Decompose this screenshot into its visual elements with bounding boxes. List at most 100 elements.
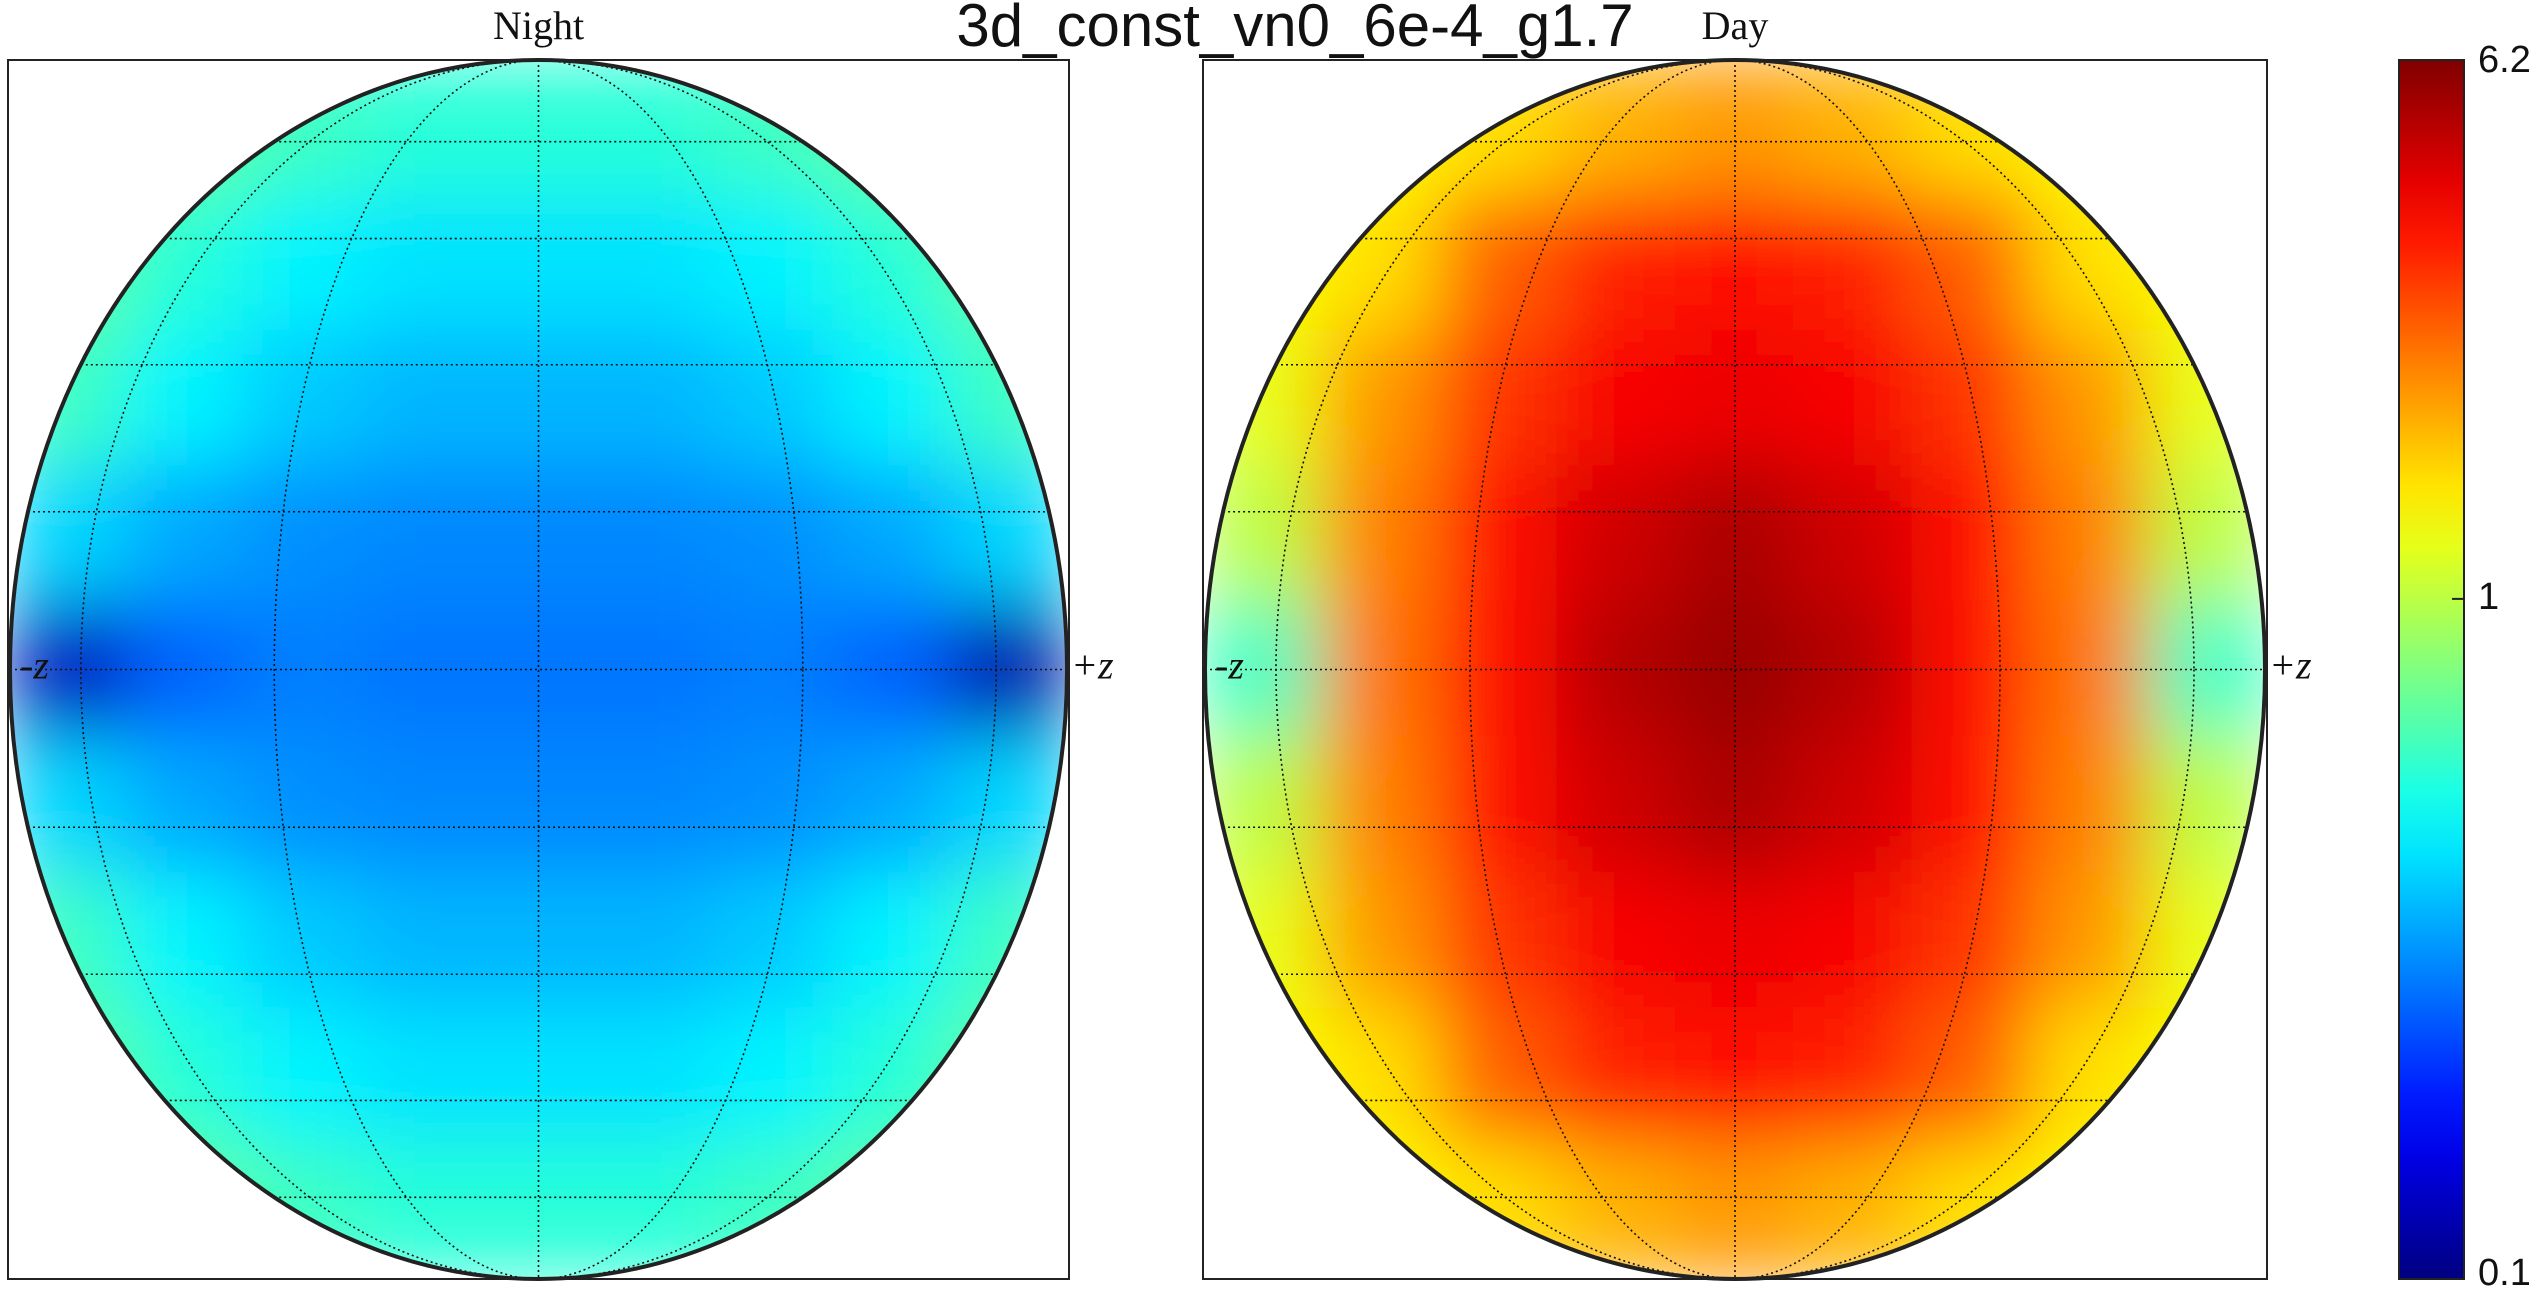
heat-cell	[1556, 329, 1677, 468]
heat-cell	[1674, 60, 1796, 197]
heat-cell	[242, 60, 363, 197]
heat-cell	[1438, 194, 1559, 332]
axis-label: +z	[2269, 643, 2312, 688]
axis-label: +z	[1071, 643, 1114, 688]
heat-cell	[1205, 600, 1323, 739]
heat-cell	[1205, 1142, 1323, 1279]
heat-cell	[596, 736, 717, 874]
heat-cell	[1556, 465, 1677, 603]
heat-cell	[832, 329, 953, 468]
heat-cell	[1205, 60, 1323, 197]
heat-cell	[714, 871, 835, 1010]
heat-cell	[596, 1007, 717, 1145]
heat-cell	[124, 736, 245, 874]
heat-cell	[1793, 1142, 1914, 1279]
heat-cell	[714, 1142, 835, 1279]
heat-cell	[2029, 736, 2150, 874]
heat-cell	[2029, 465, 2150, 603]
heat-cell	[1911, 194, 2032, 332]
heat-cell	[1556, 736, 1677, 874]
axis-label: -z	[1215, 643, 1244, 688]
heat-cell	[1438, 1007, 1559, 1145]
colorbar-tick-label: 1	[2478, 576, 2499, 618]
heat-cell	[1674, 194, 1796, 332]
heat-cell	[596, 60, 717, 197]
heat-cell	[1911, 736, 2032, 874]
heat-cell	[714, 60, 835, 197]
heat-cell	[242, 736, 363, 874]
heat-cell	[1793, 465, 1914, 603]
heat-cell	[1320, 736, 1441, 874]
heat-cell	[1438, 60, 1559, 197]
panel-title: Night	[493, 3, 584, 48]
heat-cell	[242, 600, 363, 739]
heat-cell	[1438, 736, 1559, 874]
heat-cell	[360, 329, 481, 468]
heat-cell	[2147, 1142, 2265, 1279]
heat-cell	[1911, 329, 2032, 468]
heat-cell	[1556, 871, 1677, 1010]
heat-cell	[1556, 1142, 1677, 1279]
heat-cell	[1320, 871, 1441, 1010]
heat-cell	[1438, 871, 1559, 1010]
heat-cell	[1793, 871, 1914, 1010]
heat-cell	[1438, 600, 1559, 739]
heat-cell	[1320, 465, 1441, 603]
heat-cell	[596, 1142, 717, 1279]
heat-cell	[478, 194, 599, 332]
heat-cell	[242, 329, 363, 468]
heat-cell	[1793, 1007, 1914, 1145]
heat-cell	[1556, 60, 1677, 197]
heat-cell	[2029, 871, 2150, 1010]
heat-cell	[1911, 1007, 2032, 1145]
heat-cell	[1438, 1142, 1559, 1279]
heat-cell	[832, 736, 953, 874]
heat-cell	[360, 194, 481, 332]
heat-cell	[1556, 194, 1677, 332]
heat-cell	[1793, 60, 1914, 197]
heat-cell	[10, 600, 127, 739]
heat-cell	[10, 60, 127, 197]
heat-cell	[714, 465, 835, 603]
heat-cell	[2147, 60, 2265, 197]
heat-cell	[714, 194, 835, 332]
disk-outline	[1203, 58, 2267, 1281]
heat-cell	[1320, 329, 1441, 468]
heat-cell	[1793, 600, 1914, 739]
heat-cell	[1793, 329, 1914, 468]
heat-cell	[596, 329, 717, 468]
heat-cell	[124, 600, 245, 739]
heat-cell	[360, 465, 481, 603]
heat-cell	[242, 1142, 363, 1279]
heat-cell	[124, 871, 245, 1010]
heat-cell	[360, 871, 481, 1010]
heat-cell	[714, 736, 835, 874]
heat-cell	[478, 465, 599, 603]
heat-cell	[596, 194, 717, 332]
heat-cell	[1674, 329, 1796, 468]
heat-cell	[1556, 1007, 1677, 1145]
heat-cell	[10, 1142, 127, 1279]
disk-outline	[8, 58, 1069, 1281]
heat-cell	[360, 1142, 481, 1279]
heat-cell	[1674, 465, 1796, 603]
heat-cell	[478, 329, 599, 468]
heat-cell	[360, 60, 481, 197]
meridian	[273, 59, 804, 1280]
heat-cell	[714, 600, 835, 739]
heat-cell	[714, 329, 835, 468]
colorbar-tick-label: 6.2	[2478, 39, 2531, 81]
heat-cell	[478, 60, 599, 197]
colorbar	[2398, 59, 2465, 1280]
heat-cell	[360, 736, 481, 874]
heat-cell	[832, 871, 953, 1010]
heat-cell	[1911, 871, 2032, 1010]
heat-cell	[242, 1007, 363, 1145]
heat-cell	[1438, 329, 1559, 468]
heat-cell	[1793, 736, 1914, 874]
heat-cell	[950, 60, 1067, 197]
colorbar-tick-label: 0.1	[2478, 1252, 2531, 1293]
heat-cell	[950, 600, 1067, 739]
heat-cell	[1911, 465, 2032, 603]
